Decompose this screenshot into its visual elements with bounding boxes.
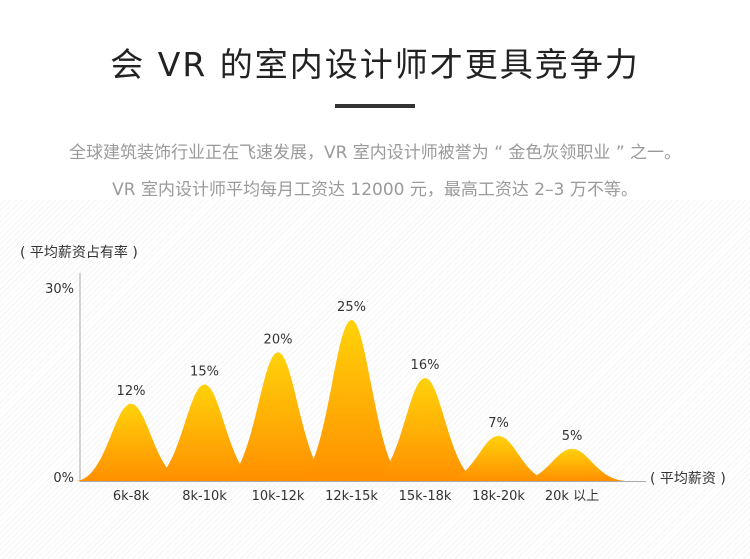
y-tick-label-zero: 0%	[53, 471, 74, 486]
y-tick-label-top: 30%	[45, 282, 74, 297]
value-label: 5%	[562, 429, 583, 444]
value-label: 15%	[190, 365, 219, 380]
x-axis-title: ( 平均薪资 )	[650, 471, 726, 487]
value-label: 20%	[264, 332, 293, 347]
category-label: 15k-18k	[399, 489, 452, 504]
y-axis-title: ( 平均薪资占有率 )	[20, 244, 138, 261]
category-label: 18k-20k	[472, 489, 525, 504]
category-label: 8k-10k	[182, 489, 227, 504]
category-label: 6k-8k	[113, 489, 150, 504]
category-label: 12k-15k	[325, 489, 378, 504]
category-label: 20k 以上	[545, 489, 599, 504]
value-label: 16%	[411, 358, 440, 373]
value-label: 7%	[488, 416, 509, 431]
value-label: 12%	[117, 384, 146, 399]
category-label: 10k-12k	[252, 489, 305, 504]
value-label: 25%	[337, 300, 366, 315]
